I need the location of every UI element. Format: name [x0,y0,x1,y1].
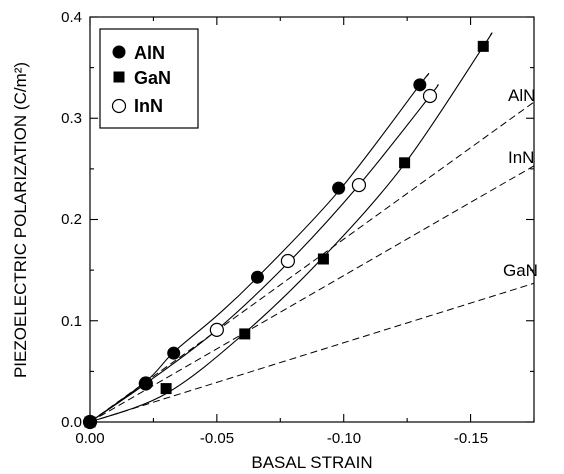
linear-lines [89,101,535,423]
point-aln-3 [250,270,264,284]
legend-marker-inn [111,98,127,114]
point-aln-5 [413,78,427,92]
x-axis-title: BASAL STRAIN [251,453,372,472]
linear-line-gan [89,282,535,423]
legend-label-gan: GaN [134,68,171,88]
point-aln-1 [139,377,153,391]
y-tick-label-3: 0.3 [61,110,82,127]
point-inn-3 [280,253,295,269]
legend-marker-gan [113,71,125,83]
legend-marker-aln [112,45,126,59]
point-gan-4 [399,157,411,169]
point-inn-5 [422,88,438,104]
point-gan-2 [239,328,251,340]
x-tick-label-2: -0.10 [327,430,361,447]
fit-curve-inn [89,84,439,423]
point-gan-3 [317,253,329,265]
linear-label-inn: InN [508,148,534,167]
point-inn-2 [209,322,224,337]
point-inn-4 [351,177,367,193]
y-tick-label-2: 0.2 [61,211,82,228]
point-aln-4 [332,181,346,195]
point-gan-5 [477,40,489,52]
fit-curve-aln [89,73,430,423]
legend: AlN GaN InN [99,28,199,129]
point-aln-2 [167,346,181,360]
axis-ticks [89,16,535,423]
linear-line-aln [89,101,535,423]
y-tick-label-1: 0.1 [61,313,82,330]
legend-label-aln: AlN [134,43,165,63]
linear-label-aln: AlN [508,86,535,105]
x-tick-label-0: 0.00 [75,430,104,447]
legend-label-inn: InN [134,96,163,116]
x-tick-label-3: -0.15 [454,430,488,447]
x-tick-label-1: -0.05 [200,430,234,447]
linear-line-inn [89,165,535,423]
y-axis-title: PIEZOELECTRIC POLARIZATION (C/m²) [11,62,30,378]
linear-label-gan: GaN [503,261,538,280]
point-gan-1 [160,383,172,395]
y-tick-label-0: 0.0 [61,414,82,431]
y-tick-label-4: 0.4 [61,9,82,26]
